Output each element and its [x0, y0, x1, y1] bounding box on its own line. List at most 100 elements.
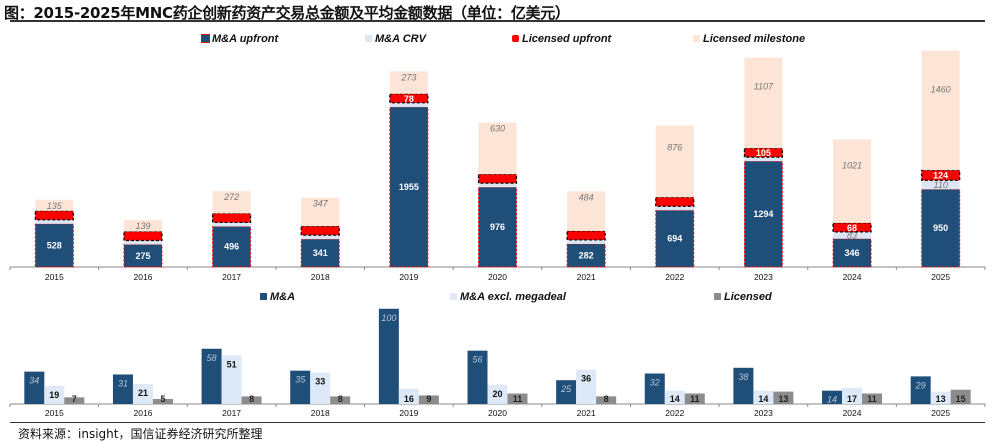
data-label: 16 [404, 394, 414, 404]
legend-item-ma-crv: M&A CRV [365, 33, 426, 45]
data-label: 496 [224, 242, 239, 252]
bar-ma [467, 350, 488, 404]
bar-ma-excl-megadeal [753, 390, 774, 404]
bar-ma-upfront [389, 106, 429, 268]
legend-swatch-ma-excl [450, 292, 457, 300]
data-label: 78 [404, 94, 414, 104]
bar-licensed-milestone [389, 71, 428, 94]
source-note: 资料来源：insight，国信证券经济研究所整理 [18, 427, 263, 441]
bar-ma-upfront [921, 188, 961, 268]
bar-ma-excl-megadeal [310, 372, 331, 404]
x-tick-label: 2025 [931, 272, 950, 282]
legend-item-ma-excl: M&A excl. megadeal [450, 291, 566, 303]
x-tick-label: 2024 [843, 272, 862, 282]
x-tick-label: 2021 [577, 272, 596, 282]
data-label: 83 [847, 230, 857, 240]
data-label: 950 [933, 223, 948, 233]
legend-item-licensed: Licensed [714, 291, 772, 303]
bar-licensed [241, 396, 262, 404]
data-label: 273 [400, 72, 416, 82]
bar-licensed-milestone [921, 50, 960, 171]
data-label: 34 [29, 376, 39, 386]
data-label: 29 [915, 380, 926, 390]
x-tick-label: 2019 [399, 272, 418, 282]
data-label: 484 [579, 192, 594, 202]
x-tick-label: 2017 [222, 408, 241, 418]
bar-ma-upfront [212, 225, 252, 268]
legend-swatch-ma-upfront [201, 33, 210, 43]
bar-licensed-milestone [123, 220, 162, 232]
bar-ma-crv [744, 157, 783, 162]
bar-licensed [418, 395, 439, 404]
bar-ma-excl-megadeal [44, 385, 65, 404]
x-tick-label: 2020 [488, 408, 507, 418]
bar-licensed [596, 396, 617, 404]
data-label: 876 [667, 143, 682, 153]
data-label: 51 [227, 359, 237, 369]
bar-licensed-milestone [744, 57, 783, 149]
legend-label: M&A [270, 291, 296, 303]
data-label: 36 [581, 374, 591, 384]
bar-ma-excl-megadeal [487, 384, 508, 404]
x-tick-label: 2025 [931, 408, 950, 418]
x-tick-label: 2022 [665, 408, 684, 418]
bar-licensed-upfront [389, 93, 429, 104]
bar-ma [733, 367, 754, 404]
bar-licensed-milestone [478, 122, 517, 175]
data-label: 17 [847, 394, 857, 404]
bar-ma-crv [123, 240, 162, 245]
bar-licensed-milestone [35, 199, 74, 211]
bar-licensed [64, 397, 85, 404]
legend-label: Licensed [724, 291, 772, 303]
bar-ma [644, 373, 665, 404]
bar-ma-upfront [655, 209, 695, 268]
x-tick-label: 2024 [843, 408, 862, 418]
data-label: 139 [135, 221, 150, 231]
legend-label: M&A CRV [375, 33, 426, 45]
bar-licensed [152, 399, 173, 404]
x-tick-label: 2019 [399, 408, 418, 418]
data-label: 14 [670, 394, 680, 404]
data-label: 35 [295, 375, 306, 385]
bar-ma-crv [833, 231, 872, 239]
bar-ma [378, 308, 399, 404]
legend-label: M&A upfront [212, 33, 279, 45]
bar-ma-excl-megadeal [398, 388, 419, 404]
bar-ma-crv [478, 183, 517, 188]
bar-licensed-upfront [655, 196, 695, 207]
data-label: 100 [381, 313, 396, 323]
bar-ma-crv [301, 235, 340, 240]
bar-licensed [684, 393, 705, 404]
x-tick-label: 2023 [754, 408, 773, 418]
data-label: 9 [426, 394, 431, 404]
bar-ma-upfront [34, 223, 74, 268]
legend-label: M&A excl. megadeal [460, 291, 566, 303]
bar-ma [24, 371, 45, 404]
data-label: 272 [223, 192, 239, 202]
bar-licensed [773, 391, 794, 404]
footer-divider [10, 422, 985, 423]
data-label: 105 [756, 148, 771, 158]
bar-licensed-upfront [832, 222, 872, 233]
x-tick-label: 2021 [577, 408, 596, 418]
bar-ma-crv [389, 102, 428, 108]
legend-item-licensed-milestone: Licensed milestone [693, 33, 805, 45]
data-label: 8 [249, 394, 254, 404]
x-tick-label: 2018 [311, 408, 330, 418]
data-label: 275 [135, 251, 150, 261]
data-label: 33 [315, 377, 325, 387]
bar-licensed-milestone [301, 197, 340, 227]
data-label: 135 [47, 201, 63, 211]
data-label: 528 [47, 240, 62, 250]
bar-ma-crv [567, 239, 606, 244]
data-label: 124 [933, 171, 948, 181]
bar-licensed [950, 389, 971, 404]
bar-ma-crv [212, 222, 251, 227]
data-label: 32 [650, 378, 660, 388]
data-label: 56 [472, 355, 482, 365]
bar-licensed-upfront [743, 147, 784, 158]
data-label: 5 [160, 394, 165, 404]
data-label: 11 [513, 394, 523, 404]
bar-ma-upfront [566, 243, 606, 268]
bar-ma [556, 380, 577, 404]
